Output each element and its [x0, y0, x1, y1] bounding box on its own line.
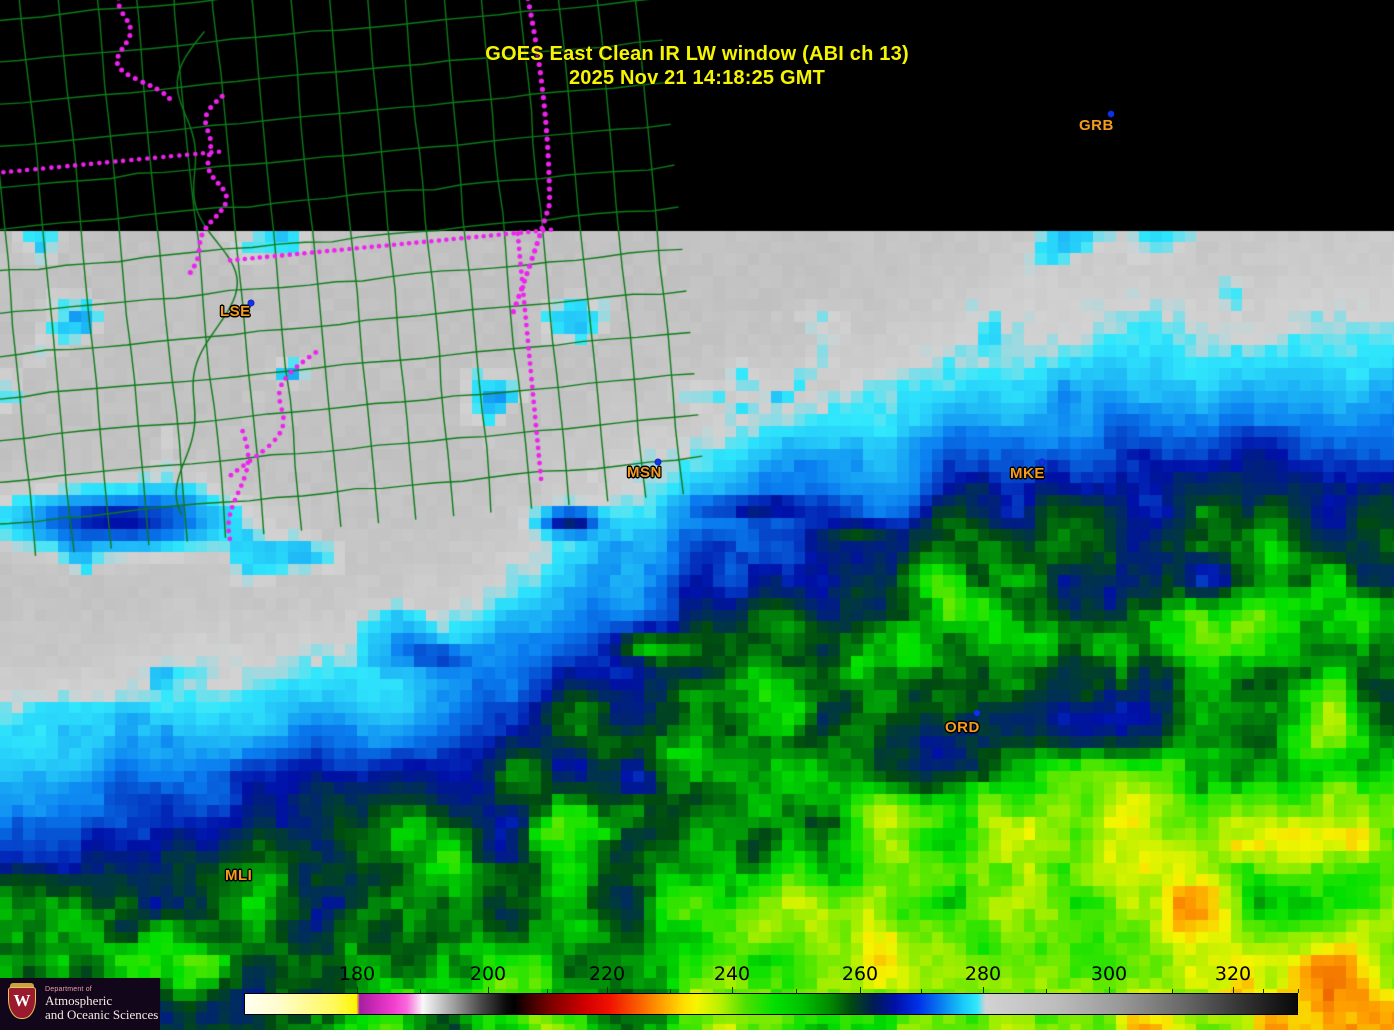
- colorbar-tick-label: 220: [588, 963, 626, 985]
- colorbar-tick-label: 300: [1090, 963, 1128, 985]
- colorbar-minor-tick: [420, 989, 421, 993]
- crest-crown: [10, 983, 34, 990]
- colorbar-minor-tick: [547, 989, 548, 993]
- colorbar-tick-label: 200: [469, 963, 507, 985]
- city-label-lse: LSE: [220, 303, 251, 320]
- city-marker-mke: [1039, 459, 1045, 465]
- colorbar-minor-tick: [1046, 989, 1047, 993]
- colorbar-tick: [357, 987, 358, 993]
- colorbar[interactable]: [244, 993, 1298, 1015]
- colorbar-tick: [607, 987, 608, 993]
- page-title: GOES East Clean IR LW window (ABI ch 13)…: [0, 18, 1394, 114]
- colorbar-tick: [732, 987, 733, 993]
- colorbar-minor-tick: [1263, 989, 1264, 993]
- colorbar-tick: [860, 987, 861, 993]
- colorbar-tick: [488, 987, 489, 993]
- colorbar-tick-label: 320: [1214, 963, 1252, 985]
- city-label-msn: MSN: [627, 464, 662, 481]
- city-label-ord: ORD: [945, 719, 980, 736]
- colorbar-gradient: [244, 993, 1298, 1015]
- city-marker-msn: [655, 459, 661, 465]
- city-marker-lse: [248, 300, 254, 306]
- crest-shield: [8, 987, 36, 1019]
- logo-dept-prefix: Department of: [45, 986, 92, 994]
- logo-text: Department of Atmospheric and Oceanic Sc…: [45, 986, 158, 1022]
- colorbar-minor-tick: [1298, 989, 1299, 993]
- crest-letter: W: [13, 991, 31, 1010]
- city-marker-ord: [974, 710, 980, 716]
- colorbar-tick-label: 280: [964, 963, 1002, 985]
- city-label-mke: MKE: [1010, 465, 1045, 482]
- colorbar-minor-tick: [921, 989, 922, 993]
- colorbar-minor-tick: [670, 989, 671, 993]
- logo-line-2: and Oceanic Sciences: [45, 1006, 159, 1022]
- colorbar-tick: [1109, 987, 1110, 993]
- colorbar-minor-tick: [244, 989, 245, 993]
- colorbar-tick-label: 180: [338, 963, 376, 985]
- title-line-1: GOES East Clean IR LW window (ABI ch 13): [485, 43, 909, 65]
- city-label-mli: MLI: [225, 867, 253, 884]
- colorbar-minor-tick: [1172, 989, 1173, 993]
- colorbar-tick: [1233, 987, 1234, 993]
- colorbar-minor-tick: [796, 989, 797, 993]
- city-marker-grb: [1108, 111, 1114, 117]
- colorbar-tick-label: 260: [841, 963, 879, 985]
- colorbar-tick: [983, 987, 984, 993]
- colorbar-tick-label: 240: [713, 963, 751, 985]
- title-line-2: 2025 Nov 21 14:18:25 GMT: [568, 67, 826, 89]
- uw-crest-icon: W: [4, 983, 40, 1025]
- logo-line-1: Atmospheric: [45, 992, 113, 1008]
- city-label-grb: GRB: [1079, 117, 1114, 134]
- uw-aos-logo: W Department of Atmospheric and Oceanic …: [0, 978, 160, 1030]
